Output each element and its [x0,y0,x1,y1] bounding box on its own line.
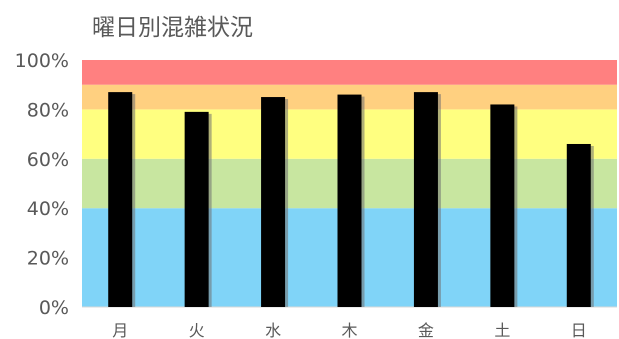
bar-thu [337,94,362,307]
x-tick-label-sat: 土 [494,321,510,339]
y-tick-label-40: 40% [27,198,69,220]
y-tick-label-0: 0% [39,297,69,319]
y-axis-tick-labels: 0% 20% 40% 60% 80% 100% [15,50,69,319]
bar-tue [184,111,209,308]
bar-sun [566,143,591,307]
chart-title: 曜日別混雑状況 [92,15,253,41]
y-tick-label-100: 100% [15,50,69,72]
bar-mon [108,92,133,307]
x-tick-label-fri: 金 [418,321,434,339]
bar-fri [413,92,438,307]
x-tick-label-mon: 月 [112,321,128,339]
x-tick-label-tue: 火 [189,321,205,339]
x-tick-label-sun: 日 [571,321,587,339]
y-tick-label-20: 20% [27,248,69,270]
x-tick-label-thu: 木 [341,321,357,339]
x-axis-tick-labels: 月火水木金土日 [112,321,587,339]
x-tick-label-wed: 水 [265,321,281,339]
y-tick-label-80: 80% [27,99,69,121]
band-90-100 [82,60,617,85]
bar-wed [261,97,286,307]
y-tick-label-60: 60% [27,149,69,171]
bar-sat [490,104,515,308]
bars [108,92,594,308]
